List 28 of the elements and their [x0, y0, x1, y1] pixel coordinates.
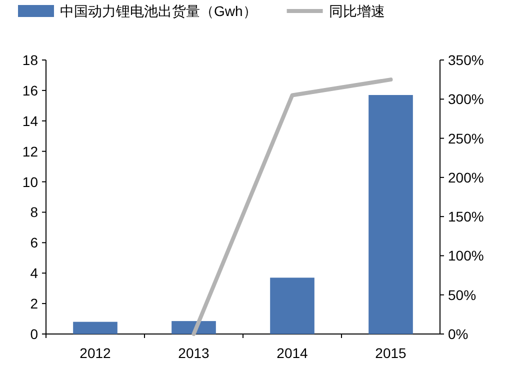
y2-tick-label: 50%	[448, 286, 476, 303]
y2-tick-label: 100%	[448, 248, 484, 264]
x-tick-label: 2014	[276, 345, 308, 361]
y-tick-label: 0	[30, 326, 38, 342]
y2-tick-label: 300%	[448, 91, 484, 108]
y-tick-label: 6	[30, 234, 38, 251]
legend-label: 中国动力锂电池出货量（Gwh）	[60, 3, 257, 19]
y2-tick-label: 0%	[448, 326, 468, 342]
x-tick-label: 2013	[178, 345, 210, 361]
y2-tick-label: 150%	[448, 208, 484, 225]
y2-tick-label: 200%	[448, 169, 484, 186]
bar	[270, 278, 314, 334]
y-tick-label: 2	[30, 296, 38, 312]
y-tick-label: 4	[30, 265, 38, 282]
y-tick-label: 12	[22, 143, 38, 160]
x-tick-label: 2012	[80, 345, 112, 361]
bar	[73, 322, 118, 334]
y-tick-label: 16	[22, 82, 38, 98]
y-tick-label: 18	[22, 52, 38, 68]
bar	[172, 321, 216, 334]
x-tick-label: 2015	[375, 345, 407, 361]
y2-tick-label: 350%	[448, 52, 484, 68]
y-tick-label: 14	[22, 112, 38, 129]
bar	[368, 95, 413, 334]
y-tick-label: 10	[22, 174, 38, 190]
legend-label: 同比增速	[328, 3, 385, 19]
y2-tick-label: 250%	[448, 130, 484, 146]
y-tick-label: 8	[30, 204, 38, 220]
